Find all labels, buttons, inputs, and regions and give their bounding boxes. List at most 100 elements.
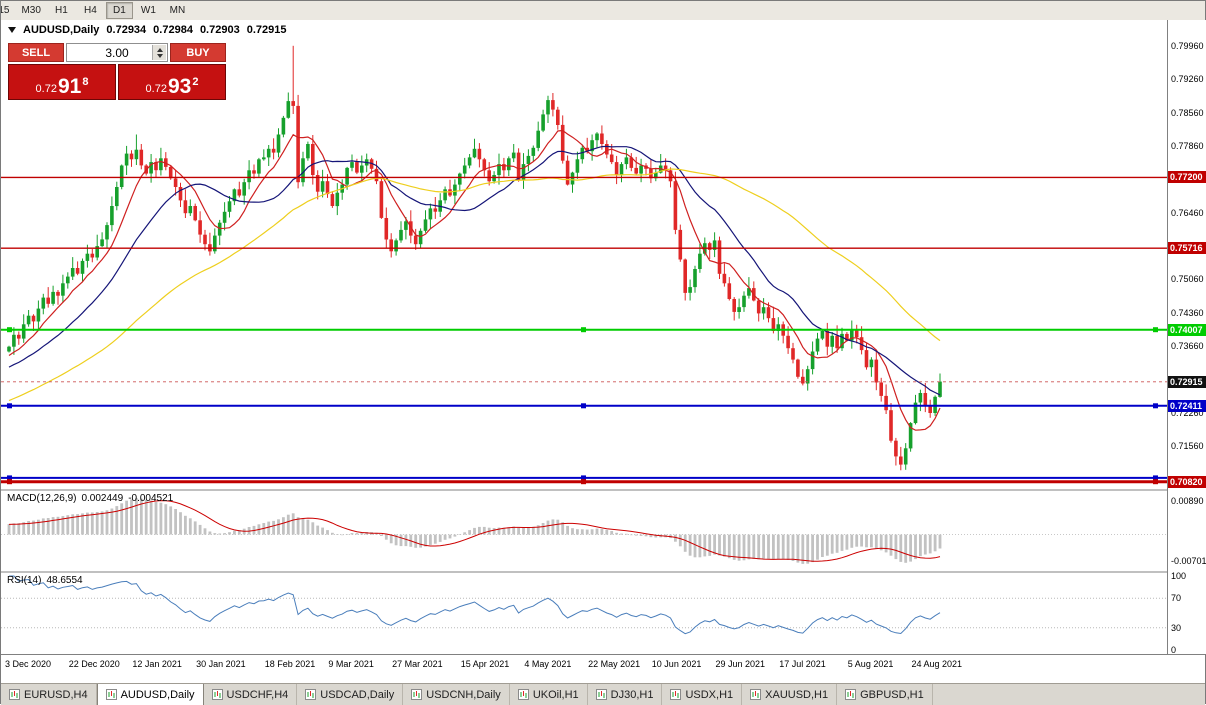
macd-main-value: 0.002449 — [81, 493, 124, 504]
chart-open-value: 0.72934 — [106, 24, 147, 36]
sell-price-prefix: 0.72 — [35, 83, 57, 95]
price-axis-label: 0.73660 — [1171, 341, 1204, 352]
chart-icon — [411, 689, 423, 700]
rsi-name: RSI(14) — [7, 575, 42, 586]
price-axis-label: 0.75060 — [1171, 274, 1204, 285]
price-level-badge: 0.77200 — [1168, 171, 1206, 184]
chart-icon — [105, 689, 117, 700]
rsi-axis-label: 70 — [1171, 593, 1182, 604]
rsi-axis-label: 100 — [1171, 571, 1187, 581]
volume-value: 3.00 — [105, 45, 129, 60]
price-axis-label: 0.79960 — [1171, 40, 1204, 51]
tab-label: UKOil,H1 — [532, 688, 579, 701]
sell-price-button[interactable]: 0.72 91 8 — [8, 64, 116, 100]
date-axis-label: 18 Feb 2021 — [264, 659, 316, 669]
chart-icon — [305, 689, 317, 700]
price-axis-label: 0.78560 — [1171, 107, 1204, 118]
timeframe-button-h4[interactable]: H4 — [76, 2, 104, 19]
chart-icon — [9, 689, 20, 700]
moving-averages — [8, 129, 941, 431]
chart-icon — [595, 689, 607, 700]
date-axis-label: 27 Mar 2021 — [392, 659, 443, 669]
timeframe-button-w1[interactable]: W1 — [134, 2, 162, 19]
price-axis-label: 0.77860 — [1171, 140, 1204, 151]
buy-price-sup: 2 — [192, 76, 199, 88]
buy-button[interactable]: BUY — [170, 43, 226, 62]
chart-tab-audusd-daily[interactable]: AUDUSD,Daily — [96, 684, 204, 705]
chart-tab-eurusd-h4[interactable]: EURUSD,H4 — [1, 684, 97, 705]
date-axis-label: 4 May 2021 — [524, 659, 572, 669]
chart-icon — [211, 689, 223, 700]
one-click-toggle-icon[interactable] — [8, 27, 16, 33]
date-axis-label: 3 Dec 2020 — [5, 659, 52, 669]
one-click-price-row: 0.72 91 8 0.72 93 2 — [8, 64, 226, 100]
chart-icon — [670, 689, 682, 700]
price-axis-label: 0.79260 — [1171, 74, 1204, 85]
date-axis-label: 10 Jun 2021 — [651, 659, 702, 669]
chart-tabs-bar: EURUSD,H4 AUDUSD,Daily USDCHF,H4 USDCAD,Dai… — [1, 683, 1205, 705]
price-level-badge: 0.72411 — [1168, 399, 1206, 412]
chart-tab-usdchf-h4[interactable]: USDCHF,H4 — [204, 684, 298, 705]
tab-label: EURUSD,H4 — [24, 688, 88, 701]
one-click-trading-panel: SELL 3.00 BUY 0.72 91 8 0.72 93 2 — [8, 43, 226, 100]
date-axis-label: 30 Jan 2021 — [196, 659, 246, 669]
date-axis-label: 24 Aug 2021 — [911, 659, 963, 669]
volume-spinner[interactable] — [152, 45, 166, 60]
date-axis-label: 22 Dec 2020 — [68, 659, 120, 669]
chart-tab-dj30-h1[interactable]: DJ30,H1 — [588, 684, 663, 705]
chart-close-value: 0.72915 — [246, 24, 287, 36]
volume-input[interactable]: 3.00 — [66, 43, 168, 62]
chart-tab-usdcad-daily[interactable]: USDCAD,Daily — [297, 684, 404, 705]
rsi-indicator — [1, 575, 1167, 635]
tab-label: USDCNH,Daily — [426, 688, 501, 701]
rsi-axis-label: 30 — [1171, 622, 1182, 633]
tab-label: XAUUSD,H1 — [765, 688, 829, 701]
timeframe-button-d1[interactable]: D1 — [105, 2, 133, 19]
chart-tab-xauusd-h1[interactable]: XAUUSD,H1 — [742, 684, 838, 705]
timeframe-button-mn[interactable]: MN — [163, 2, 191, 19]
tab-label: DJ30,H1 — [610, 688, 654, 701]
chart-canvas[interactable] — [1, 20, 1167, 654]
date-axis-label: 15 Apr 2021 — [460, 659, 510, 669]
spinner-down-icon[interactable] — [156, 53, 163, 58]
macd-axis-label: 0.00890 — [1171, 496, 1204, 506]
price-axis-label: 0.72260 — [1171, 408, 1204, 419]
chart-high-value: 0.72984 — [153, 24, 193, 36]
buy-price-big: 93 — [167, 75, 192, 98]
rsi-axis-label: 0 — [1171, 645, 1177, 655]
date-axis-label: 22 May 2021 — [588, 659, 641, 669]
timeframe-button-m30[interactable]: M30 — [16, 2, 46, 19]
tab-label: USDX,H1 — [685, 688, 734, 701]
chart-header: AUDUSD,Daily 0.72934 0.72984 0.72903 0.7… — [8, 24, 286, 36]
chart-tab-gbpusd-h1[interactable]: GBPUSD,H1 — [837, 684, 933, 705]
chart-tab-usdcnh-daily[interactable]: USDCNH,Daily — [403, 684, 510, 705]
timeframe-button-m15[interactable]: M15 — [1, 2, 15, 19]
spinner-up-icon[interactable] — [156, 47, 163, 52]
macd-axis-label: -0.00701 — [1171, 555, 1206, 566]
rsi-value: 48.6554 — [46, 575, 83, 586]
one-click-top-row: SELL 3.00 BUY — [8, 43, 226, 62]
current-price-badge: 0.72915 — [1168, 375, 1206, 388]
price-axis-label: 0.76460 — [1171, 207, 1204, 218]
price-axis: 0.799600.792600.785600.778600.771600.764… — [1167, 20, 1206, 655]
date-axis-label: 9 Mar 2021 — [328, 659, 374, 669]
price-level-badge: 0.70820 — [1168, 475, 1206, 488]
macd-name: MACD(12,26,9) — [7, 493, 77, 504]
timeframe-button-h1[interactable]: H1 — [47, 2, 75, 19]
macd-indicator — [1, 498, 1167, 564]
horizontal-level-lines[interactable] — [1, 176, 1167, 485]
date-axis-label: 12 Jan 2021 — [132, 659, 182, 669]
sell-button[interactable]: SELL — [8, 43, 64, 62]
chart-icon — [517, 689, 529, 700]
sell-price-sup: 8 — [82, 76, 89, 88]
price-axis-label: 0.71560 — [1171, 441, 1204, 452]
chart-tab-usdx-h1[interactable]: USDX,H1 — [662, 684, 743, 705]
rsi-label: RSI(14) 48.6554 — [7, 575, 88, 586]
chart-low-value: 0.72903 — [199, 24, 240, 36]
sell-price-big: 91 — [57, 75, 82, 98]
buy-price-button[interactable]: 0.72 93 2 — [118, 64, 226, 100]
tab-label: USDCHF,H4 — [226, 688, 289, 701]
macd-label: MACD(12,26,9) 0.002449 -0.004521 — [7, 493, 178, 504]
chart-tab-ukoil-h1[interactable]: UKOil,H1 — [510, 684, 588, 705]
